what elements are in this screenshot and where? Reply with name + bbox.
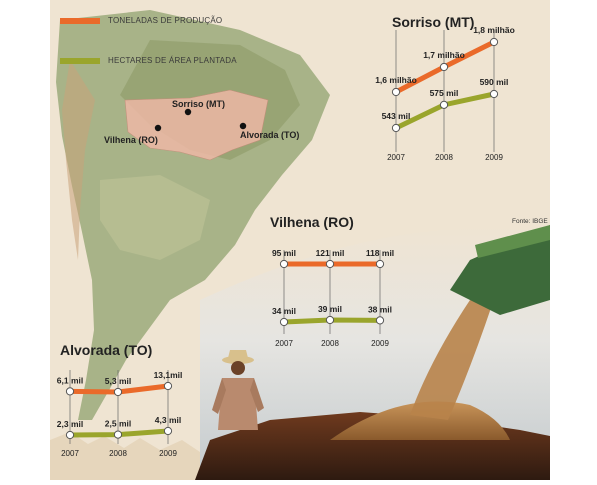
grain-stream — [410, 300, 492, 420]
legend-swatch-area — [60, 58, 100, 64]
chart-alvorada-point — [163, 381, 173, 391]
chart-title-alvorada: Alvorada (TO) — [60, 342, 153, 358]
chart-alvorada-data-label: 13,1mil — [154, 370, 183, 380]
city-label-alvorada: Alvorada (TO) — [240, 130, 300, 140]
chart-vilhena-data-label: 38 mil — [368, 304, 392, 314]
chart-alvorada-x-tick: 2007 — [61, 449, 79, 458]
harvester-spout — [450, 225, 550, 315]
legend-label-area: HECTARES DE ÁREA PLANTADA — [108, 56, 237, 65]
chart-vilhena-x-tick: 2009 — [371, 339, 389, 348]
chart-sorriso-point — [489, 37, 499, 47]
chart-vilhena-point — [325, 315, 335, 325]
legend-label-production: TONELADAS DE PRODUÇÃO — [108, 16, 223, 25]
chart-vilhena-x-tick: 2008 — [321, 339, 339, 348]
city-label-sorriso: Sorriso (MT) — [172, 99, 225, 109]
chart-alvorada-data-label: 2,3 mil — [57, 419, 83, 429]
chart-sorriso-data-label: 1,7 milhão — [423, 50, 465, 60]
chart-sorriso-data-label: 1,8 milhão — [473, 25, 515, 35]
chart-sorriso-point — [391, 123, 401, 133]
chart-vilhena-point — [325, 259, 335, 269]
chart-alvorada-data-label: 5,3 mil — [105, 376, 131, 386]
chart-alvorada-point — [113, 387, 123, 397]
legend-swatch-production — [60, 18, 100, 24]
chart-alvorada-point — [65, 387, 75, 396]
chart-alvorada-point — [163, 426, 173, 436]
chart-alvorada-data-label: 2,5 mil — [105, 419, 131, 429]
chart-vilhena-point — [375, 316, 385, 325]
chart-sorriso-data-label: 590 mil — [480, 77, 509, 87]
chart-sorriso-data-label: 1,6 milhão — [375, 75, 417, 85]
chart-alvorada-point — [65, 430, 75, 440]
city-dot-sorriso — [184, 108, 192, 116]
chart-title-sorriso: Sorriso (MT) — [392, 14, 475, 30]
chart-sorriso-data-label: 575 mil — [430, 88, 459, 98]
south-america-map — [56, 10, 330, 420]
chart-sorriso-x-tick: 2009 — [485, 153, 503, 162]
city-dot-alvorada — [239, 122, 247, 130]
chart-sorriso-x-tick: 2008 — [435, 153, 453, 162]
chart-sorriso-point — [439, 100, 449, 109]
city-label-vilhena: Vilhena (RO) — [104, 135, 158, 145]
farmer-figure — [212, 350, 264, 430]
chart-alvorada-data-label: 4,3 mil — [155, 415, 181, 425]
chart-alvorada-x-tick: 2009 — [159, 449, 177, 458]
chart-vilhena-point — [279, 259, 289, 269]
chart-vilhena-point — [279, 317, 289, 327]
chart-sorriso-x-tick: 2007 — [387, 153, 405, 162]
chart-title-vilhena: Vilhena (RO) — [270, 214, 354, 230]
chart-vilhena-data-label: 95 mil — [272, 248, 296, 258]
chart-alvorada-data-label: 6,1 mil — [57, 375, 83, 385]
chart-alvorada-x-tick: 2008 — [109, 449, 127, 458]
chart-vilhena-x-tick: 2007 — [275, 339, 293, 348]
chart-sorriso-point — [439, 62, 449, 72]
legend-item-area: HECTARES DE ÁREA PLANTADA — [108, 56, 237, 65]
legend-item-production: TONELADAS DE PRODUÇÃO — [108, 16, 222, 25]
chart-sorriso-point — [391, 87, 401, 97]
chart-vilhena-point — [375, 259, 385, 269]
chart-vilhena-data-label: 121 mil — [316, 248, 345, 258]
source-note: Fonte: IBGE — [512, 218, 548, 225]
chart-sorriso-point — [489, 89, 499, 99]
chart-sorriso-data-label: 543 mil — [382, 111, 411, 121]
grain-pile — [330, 401, 510, 440]
chart-alvorada-point — [113, 430, 123, 439]
chart-vilhena-data-label: 34 mil — [272, 306, 296, 316]
city-dot-vilhena — [154, 124, 162, 132]
chart-vilhena-data-label: 39 mil — [318, 304, 342, 314]
chart-vilhena-data-label: 118 mil — [366, 248, 394, 258]
